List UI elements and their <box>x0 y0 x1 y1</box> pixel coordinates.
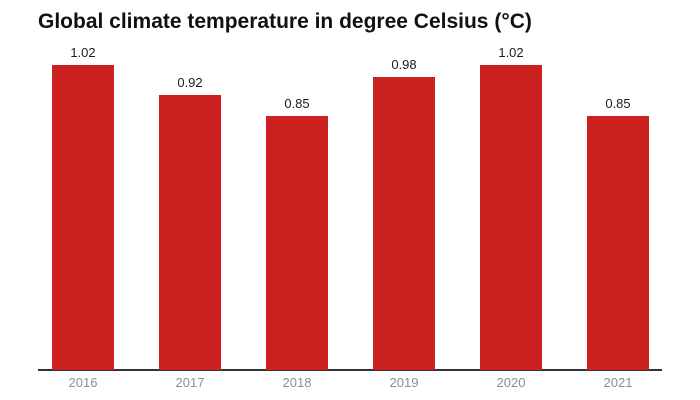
bar-2019 <box>373 77 435 370</box>
x-tick-label: 2021 <box>603 375 633 390</box>
bar-value-label: 0.85 <box>284 96 310 111</box>
bar-value-label: 1.02 <box>70 45 96 60</box>
x-axis-line <box>38 369 662 371</box>
bar-2017 <box>159 95 221 370</box>
bar-value-label: 0.85 <box>605 96 631 111</box>
x-tick-label: 2019 <box>389 375 419 390</box>
bar-value-label: 1.02 <box>498 45 524 60</box>
bar-value-label: 0.92 <box>177 75 203 90</box>
x-tick-label: 2016 <box>68 375 98 390</box>
bar-value-label: 0.98 <box>391 57 417 72</box>
x-tick-label: 2020 <box>496 375 526 390</box>
x-tick-label: 2017 <box>175 375 205 390</box>
bar-2018 <box>266 116 328 370</box>
bar-2021 <box>587 116 649 370</box>
x-tick-label: 2018 <box>282 375 312 390</box>
chart-title: Global climate temperature in degree Cel… <box>38 10 532 33</box>
bar-2016 <box>52 65 114 370</box>
bar-2020 <box>480 65 542 370</box>
